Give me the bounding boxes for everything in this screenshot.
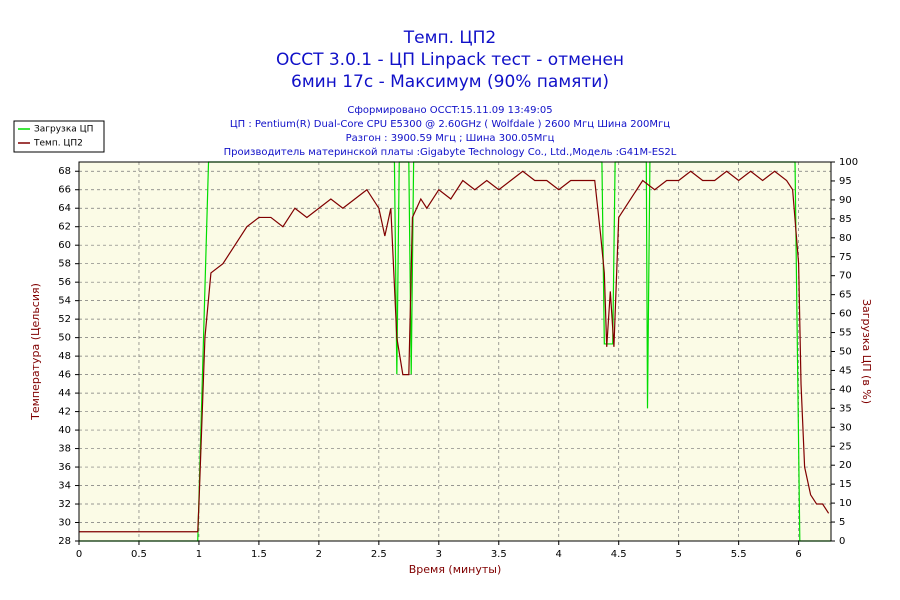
y2-tick-label: 65 bbox=[839, 290, 852, 301]
x-tick-label: 0 bbox=[76, 549, 82, 560]
x-tick-label: 1 bbox=[196, 549, 202, 560]
x-tick-label: 3.5 bbox=[491, 549, 507, 560]
y-tick-label: 58 bbox=[58, 259, 71, 270]
y-tick-label: 36 bbox=[58, 462, 71, 473]
y2-tick-label: 100 bbox=[839, 157, 858, 168]
y-tick-label: 38 bbox=[58, 444, 71, 455]
y2-tick-label: 50 bbox=[839, 347, 852, 358]
y-tick-label: 48 bbox=[58, 351, 71, 362]
x-tick-label: 4.5 bbox=[611, 549, 627, 560]
x-tick-label: 4 bbox=[556, 549, 562, 560]
x-tick-label: 6 bbox=[795, 549, 801, 560]
x-tick-label: 5.5 bbox=[731, 549, 747, 560]
x-tick-label: 2.5 bbox=[371, 549, 387, 560]
chart-title: OCCT 3.0.1 - ЦП Linpack тест - отменен bbox=[276, 50, 624, 70]
y2-tick-label: 0 bbox=[839, 536, 845, 547]
chart-title: 6мин 17с - Максимум (90% памяти) bbox=[291, 72, 609, 92]
y2-axis-label: Загрузка ЦП (в %) bbox=[860, 299, 873, 404]
y-axis-label: Температура (Цельсия) bbox=[29, 283, 42, 421]
y-tick-label: 32 bbox=[58, 499, 71, 510]
x-tick-label: 3 bbox=[436, 549, 442, 560]
y2-tick-label: 70 bbox=[839, 271, 852, 282]
y-tick-label: 50 bbox=[58, 333, 71, 344]
y-tick-label: 68 bbox=[58, 166, 71, 177]
y-tick-label: 64 bbox=[58, 203, 71, 214]
y-tick-label: 52 bbox=[58, 314, 71, 325]
x-tick-label: 0.5 bbox=[131, 549, 147, 560]
plot-area bbox=[79, 162, 831, 541]
y2-tick-label: 35 bbox=[839, 403, 852, 414]
y-tick-label: 30 bbox=[58, 518, 71, 529]
y-tick-label: 66 bbox=[58, 185, 71, 196]
plot-border bbox=[78, 161, 832, 542]
y-tick-label: 62 bbox=[58, 222, 71, 233]
chart-subtitle: Разгон : 3900.59 Мгц ; Шина 300.05Мгц bbox=[346, 133, 555, 144]
y-tick-label: 28 bbox=[58, 536, 71, 547]
y2-tick-label: 55 bbox=[839, 328, 852, 339]
y-tick-label: 40 bbox=[58, 425, 71, 436]
x-tick-label: 5 bbox=[675, 549, 681, 560]
x-tick-label: 1.5 bbox=[251, 549, 267, 560]
chart-subtitle: Производитель материнской платы :Gigabyt… bbox=[224, 147, 677, 158]
legend-label: Загрузка ЦП bbox=[34, 125, 93, 135]
y2-tick-label: 15 bbox=[839, 479, 852, 490]
y2-tick-label: 85 bbox=[839, 214, 852, 225]
y2-tick-label: 45 bbox=[839, 365, 852, 376]
y-tick-label: 54 bbox=[58, 296, 71, 307]
y2-tick-label: 60 bbox=[839, 309, 852, 320]
series-line bbox=[79, 170, 830, 533]
y2-tick-label: 40 bbox=[839, 384, 852, 395]
y-tick-label: 44 bbox=[58, 388, 71, 399]
y-tick-label: 46 bbox=[58, 370, 71, 381]
y2-tick-label: 20 bbox=[839, 460, 852, 471]
x-axis-label: Время (минуты) bbox=[409, 563, 502, 576]
y2-tick-label: 80 bbox=[839, 233, 852, 244]
chart-subtitle: Сформировано OCCT:15.11.09 13:49:05 bbox=[347, 105, 552, 116]
y2-tick-label: 95 bbox=[839, 176, 852, 187]
y2-tick-label: 10 bbox=[839, 498, 852, 509]
y-tick-label: 60 bbox=[58, 240, 71, 251]
y2-tick-label: 25 bbox=[839, 441, 852, 452]
y2-tick-label: 5 bbox=[839, 517, 845, 528]
chart-title: Темп. ЦП2 bbox=[403, 28, 496, 48]
x-tick-label: 2 bbox=[316, 549, 322, 560]
y-tick-label: 42 bbox=[58, 407, 71, 418]
y2-tick-label: 90 bbox=[839, 195, 852, 206]
chart-subtitle: ЦП : Pentium(R) Dual-Core CPU E5300 @ 2.… bbox=[230, 119, 670, 130]
legend-box bbox=[13, 120, 105, 153]
y-tick-label: 34 bbox=[58, 481, 71, 492]
legend-label: Темп. ЦП2 bbox=[33, 139, 83, 149]
y2-tick-label: 75 bbox=[839, 252, 852, 263]
y2-tick-label: 30 bbox=[839, 422, 852, 433]
y-tick-label: 56 bbox=[58, 277, 71, 288]
